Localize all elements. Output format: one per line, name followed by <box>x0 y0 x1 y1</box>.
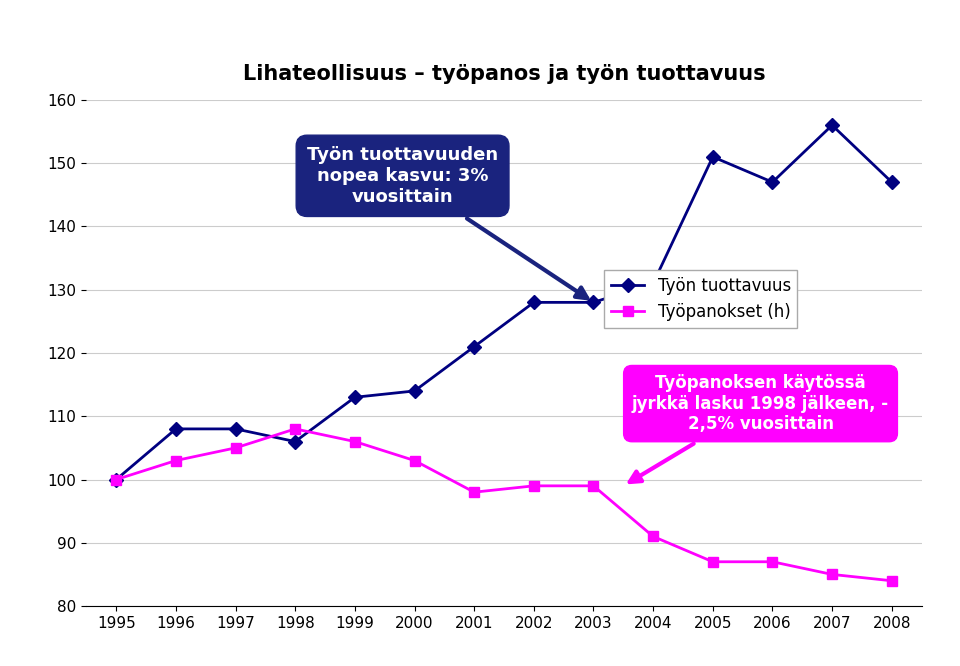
Text: Työpanoksen käytössä
jyrkkä lasku 1998 jälkeen, -
2,5% vuosittain: Työpanoksen käytössä jyrkkä lasku 1998 j… <box>630 374 889 482</box>
Title: Lihateollisuus – työpanos ja työn tuottavuus: Lihateollisuus – työpanos ja työn tuotta… <box>243 65 765 85</box>
Työn tuottavuus <box>827 121 838 129</box>
Työn tuottavuus <box>528 298 540 306</box>
Työpanokset (h) <box>290 425 301 433</box>
Työn tuottavuus <box>229 425 241 433</box>
Työpanokset (h) <box>767 557 779 565</box>
Työn tuottavuus <box>647 279 659 287</box>
Työn tuottavuus <box>409 387 420 395</box>
Työpanokset (h) <box>229 444 241 452</box>
Työpanokset (h) <box>588 482 599 490</box>
Työpanokset (h) <box>409 457 420 465</box>
Line: Työpanokset (h): Työpanokset (h) <box>111 424 897 585</box>
Työn tuottavuus <box>886 178 898 186</box>
Työn tuottavuus <box>170 425 181 433</box>
Työpanokset (h) <box>170 457 181 465</box>
Työpanokset (h) <box>468 488 480 496</box>
Työpanokset (h) <box>349 438 361 446</box>
Työn tuottavuus <box>349 393 361 401</box>
Legend: Työn tuottavuus, Työpanokset (h): Työn tuottavuus, Työpanokset (h) <box>604 270 798 328</box>
Työpanokset (h) <box>110 476 122 484</box>
Työpanokset (h) <box>647 532 659 540</box>
Työpanokset (h) <box>528 482 540 490</box>
Työpanokset (h) <box>708 557 719 565</box>
Työn tuottavuus <box>708 153 719 161</box>
Työn tuottavuus <box>468 342 480 350</box>
Työpanokset (h) <box>886 577 898 585</box>
Text: Lihaketju – Tuottavuus: Lihaketju – Tuottavuus <box>234 23 726 61</box>
Työn tuottavuus <box>290 438 301 446</box>
Työn tuottavuus <box>588 298 599 306</box>
Työn tuottavuus <box>110 476 122 484</box>
Työn tuottavuus <box>767 178 779 186</box>
Työpanokset (h) <box>827 570 838 578</box>
Text: Työn tuottavuuden
nopea kasvu: 3%
vuosittain: Työn tuottavuuden nopea kasvu: 3% vuosit… <box>307 146 588 298</box>
Line: Työn tuottavuus: Työn tuottavuus <box>111 121 897 484</box>
